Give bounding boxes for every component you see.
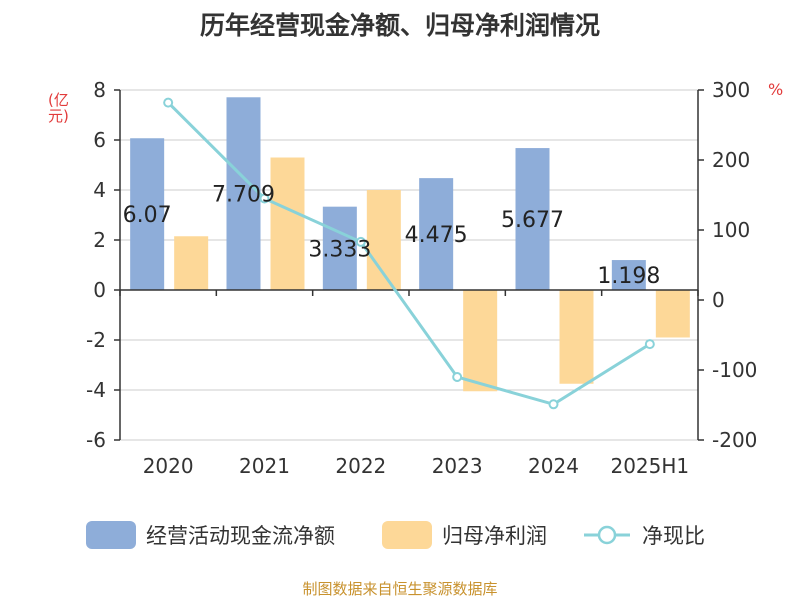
bar-value-label: 1.198 (597, 264, 660, 289)
left-tick-label: 2 (93, 228, 106, 252)
legend-label-profit: 归母净利润 (442, 524, 547, 548)
ratio-point (259, 193, 270, 204)
legend-swatch-profit (382, 521, 432, 549)
bar-cashflow (611, 260, 646, 290)
source-note: 制图数据来自恒生聚源数据库 (302, 580, 498, 598)
ratio-point (548, 399, 559, 410)
ratio-point (163, 97, 174, 108)
category-label: 2024 (528, 454, 579, 478)
legend-item-cashflow[interactable]: 经营活动现金流净额 (86, 518, 335, 552)
legend-label-ratio: 净现比 (642, 524, 705, 548)
bar-value-label: 3.333 (308, 237, 371, 262)
right-axis-unit: % (768, 80, 784, 99)
right-tick-label: 100 (712, 218, 750, 242)
right-tick-label: 0 (712, 288, 725, 312)
bar-cashflow (322, 206, 357, 290)
bar-value-label: 4.475 (405, 223, 468, 248)
ratio-point (355, 236, 366, 247)
bar-profit (655, 290, 690, 338)
bar-profit (174, 236, 209, 290)
category-label: 2025H1 (610, 454, 689, 478)
right-tick-label: 200 (712, 148, 750, 172)
bar-cashflow (515, 148, 550, 290)
left-tick-label: 0 (93, 278, 106, 302)
bar-value-label: 6.07 (123, 203, 172, 228)
left-tick-label: -2 (86, 328, 106, 352)
legend-item-profit[interactable]: 归母净利润 (382, 518, 547, 552)
left-tick-label: 6 (93, 128, 106, 152)
legend-item-ratio[interactable]: 净现比 (582, 518, 705, 552)
right-tick-label: -100 (712, 358, 757, 382)
chart-title: 历年经营现金净额、归母净利润情况 (199, 11, 600, 40)
bar-profit (270, 157, 305, 290)
bar-profit (463, 290, 498, 392)
category-label: 2023 (432, 454, 483, 478)
legend-swatch-ratio (584, 525, 630, 545)
ratio-line (167, 101, 651, 406)
right-tick-label: 300 (712, 78, 750, 102)
category-label: 2020 (143, 454, 194, 478)
left-tick-label: 8 (93, 78, 106, 102)
left-axis-unit: (亿元) (48, 91, 69, 125)
legend-label-cashflow: 经营活动现金流净额 (146, 524, 335, 548)
bar-profit (559, 290, 594, 384)
legend: 经营活动现金流净额 归母净利润 净现比 (0, 518, 800, 552)
category-label: 2021 (239, 454, 290, 478)
legend-swatch-cashflow (86, 521, 136, 549)
ratio-point (644, 339, 655, 350)
bar-cashflow (130, 138, 165, 290)
left-tick-label: 4 (93, 178, 106, 202)
bar-value-label: 7.709 (212, 183, 275, 208)
bar-value-label: 5.677 (501, 208, 564, 233)
left-tick-label: -4 (86, 378, 106, 402)
right-tick-label: -200 (712, 428, 757, 452)
left-tick-label: -6 (86, 428, 106, 452)
bar-cashflow (419, 178, 454, 290)
category-label: 2022 (335, 454, 386, 478)
bar-cashflow (226, 97, 261, 291)
ratio-point (452, 372, 463, 382)
